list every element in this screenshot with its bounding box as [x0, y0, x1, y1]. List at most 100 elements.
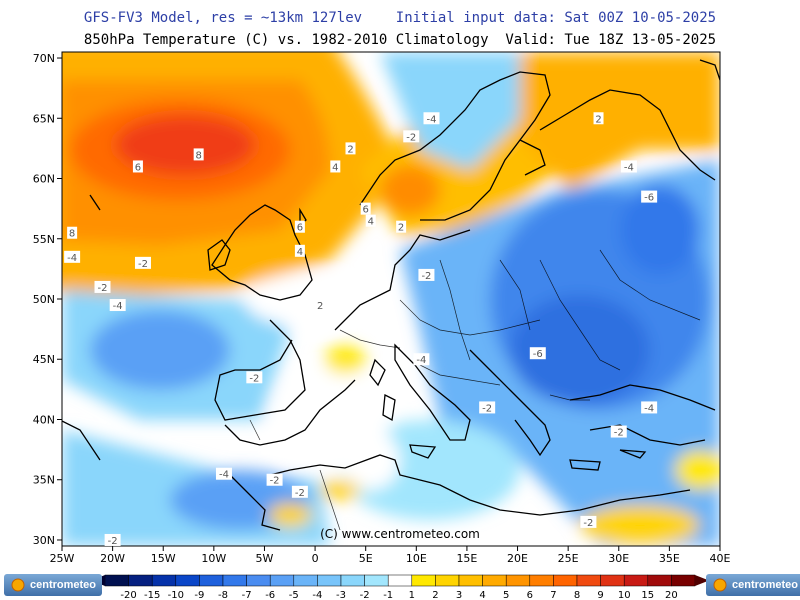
contour-label: 2 — [347, 144, 353, 155]
legend-swatch — [175, 574, 200, 587]
lon-label: 0 — [312, 552, 319, 565]
legend-swatch — [505, 574, 531, 587]
legend-swatch — [293, 574, 318, 587]
legend-swatch — [128, 574, 153, 587]
legend-tick-label: 8 — [574, 590, 580, 600]
contour-label: -4 — [624, 162, 634, 173]
contour-label-bg — [266, 473, 283, 486]
contour-label-bg — [418, 268, 435, 281]
contour-label-bg — [132, 160, 143, 173]
legend-tick-label: -1 — [383, 590, 393, 600]
legend-swatch — [671, 574, 696, 587]
contour-label: -2 — [138, 259, 148, 270]
contour-label-bg — [641, 401, 658, 414]
lat-label: 45N — [33, 353, 55, 366]
contour-label: 6 — [135, 162, 141, 173]
legend-swatch — [647, 574, 672, 587]
contour-label: 6 — [297, 223, 303, 234]
sun-icon — [11, 578, 25, 592]
lat-label: 40N — [33, 413, 55, 426]
lat-label: 50N — [33, 293, 55, 306]
contour-label-bg — [641, 190, 658, 203]
contour-label-bg — [413, 353, 430, 366]
contour-label: 4 — [332, 162, 338, 173]
centrometeo-logo-right: centrometeo — [706, 574, 800, 596]
lon-label: 5W — [256, 552, 274, 565]
contour-label: -2 — [108, 536, 118, 547]
legend-tick-label: -7 — [242, 590, 252, 600]
latitude-axis: 70N 65N 60N 55N 50N 45N 40N 35N 30N — [33, 52, 62, 547]
country-borders — [249, 249, 701, 531]
contour-label-bg — [246, 371, 263, 384]
lon-label: 35E — [659, 552, 680, 565]
lat-label: 70N — [33, 52, 55, 65]
sun-icon — [713, 578, 727, 592]
contour-label: 2 — [317, 301, 323, 312]
contour-label-bg — [365, 214, 376, 227]
contour-label-bg — [620, 160, 637, 173]
contour-label-bg — [479, 401, 496, 414]
legend-swatch — [529, 574, 554, 587]
longitude-axis: 25W 20W 15W 10W 5W 0 5E 10E 15E 20E 25E 30E 35E 40E — [50, 546, 731, 565]
legend-swatch — [600, 574, 625, 587]
legend-swatch — [199, 574, 224, 587]
logo-text-left: centrometeo — [30, 579, 97, 591]
legend-swatch — [553, 574, 578, 587]
legend-tick-label: 3 — [456, 590, 462, 600]
contour-label: -2 — [249, 373, 259, 384]
contour-label-bg — [423, 112, 440, 125]
contour-label-bg — [215, 467, 232, 480]
legend-tick-label: -5 — [289, 590, 299, 600]
legend-tick-label: 9 — [597, 590, 603, 600]
legend-tick-label: -4 — [312, 590, 322, 600]
lat-label: 60N — [33, 173, 55, 186]
contour-label-bg — [610, 425, 627, 438]
legend-swatch — [435, 574, 460, 587]
contour-label: -2 — [270, 476, 280, 487]
legend-tick-label: 1 — [409, 590, 415, 600]
legend-tick-label: -9 — [194, 590, 204, 600]
legend-tick-label: 2 — [432, 590, 438, 600]
contour-label: -2 — [482, 403, 492, 414]
centrometeo-logo-left: centrometeo — [4, 574, 103, 596]
lon-label: 25W — [50, 552, 75, 565]
legend-tick-label: -15 — [144, 590, 160, 600]
lon-label: 20E — [507, 552, 528, 565]
contour-label: -2 — [295, 488, 305, 499]
contour-label-bg — [134, 256, 151, 269]
contour-label: -4 — [644, 403, 654, 414]
contour-label-bg — [109, 299, 126, 312]
lon-label: 40E — [710, 552, 731, 565]
lon-label: 10E — [406, 552, 427, 565]
legend-swatch — [317, 574, 342, 587]
contour-label-bg — [64, 250, 81, 263]
contour-label: -2 — [421, 271, 431, 282]
contour-label: -4 — [219, 470, 229, 481]
contour-label: 8 — [69, 229, 75, 240]
contour-label: 4 — [297, 247, 303, 258]
legend-tick-label: 20 — [665, 590, 678, 600]
legend-tick-label: -20 — [120, 590, 136, 600]
contour-label: 2 — [398, 223, 404, 234]
legend-tick-label: 7 — [550, 590, 556, 600]
contour-label: 2 — [595, 114, 601, 125]
lat-label: 30N — [33, 534, 55, 547]
contour-label: 4 — [368, 217, 374, 228]
legend-swatch — [104, 574, 129, 587]
legend-swatch — [246, 574, 271, 587]
lat-label: 65N — [33, 112, 55, 125]
contour-label-bg — [291, 485, 308, 498]
contour-label-bg — [360, 202, 371, 215]
contour-label: -6 — [644, 193, 654, 204]
title-field-line: 850hPa Temperature (C) vs. 1982-2010 Cli… — [83, 32, 717, 48]
legend-swatch — [222, 574, 247, 587]
legend-swatch — [364, 574, 389, 587]
legend-swatch — [623, 574, 649, 587]
lon-label: 15E — [456, 552, 477, 565]
lat-label: 35N — [33, 474, 55, 487]
legend-tick-label: -10 — [168, 590, 184, 600]
title-model-line: GFS-FV3 Model, res = ~13km 127lev Initia… — [83, 10, 717, 26]
contour-label: -4 — [113, 301, 123, 312]
